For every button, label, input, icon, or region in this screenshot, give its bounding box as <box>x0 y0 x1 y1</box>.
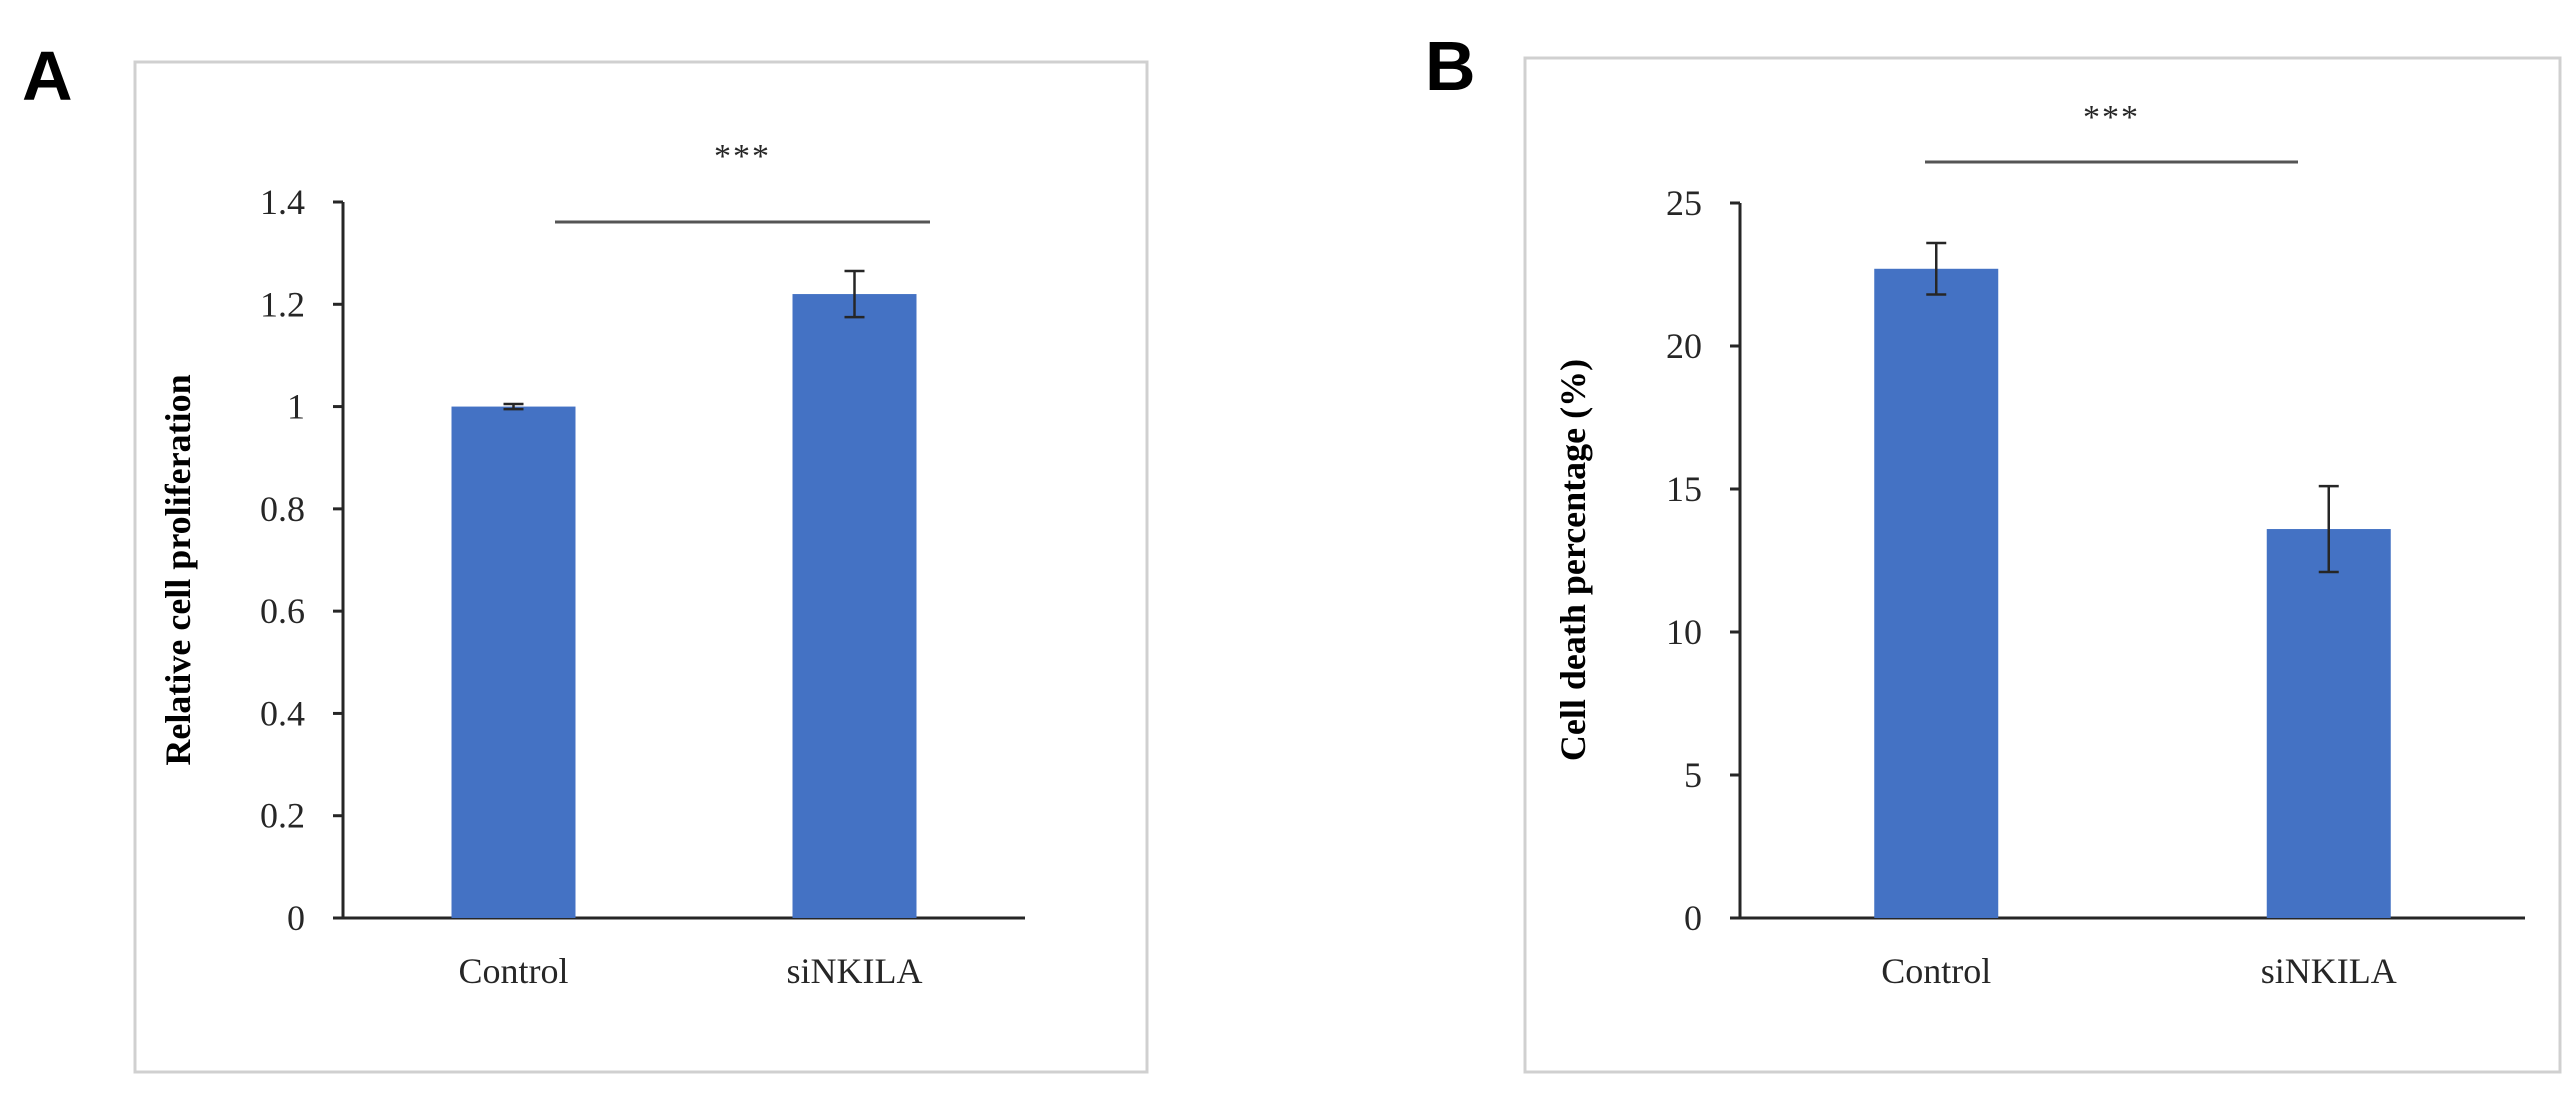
panel-b-letter: B <box>1425 27 1476 105</box>
panel-b-significance-label: *** <box>2083 99 2140 136</box>
panel-b-y-tick-label: 25 <box>1666 183 1702 223</box>
panel-b-x-tick-label: Control <box>1881 951 1991 991</box>
panel-b-y-tick-label: 5 <box>1684 755 1702 795</box>
panel-a-y-tick-label: 0.6 <box>260 591 305 631</box>
panel-a-y-tick-label: 0.4 <box>260 693 305 733</box>
panel-a-letter: A <box>22 37 73 115</box>
panel-a-significance-label: *** <box>714 138 771 175</box>
panel-b-chart: 0 5 10 15 20 25 Control siNKILA *** <box>1666 99 2525 991</box>
panel-a-bar-sinkila <box>792 294 917 918</box>
panel-b-y-tick-label: 15 <box>1666 469 1702 509</box>
panel-b-error-bar-control <box>1926 241 1947 296</box>
panel-b-y-tick-label: 20 <box>1666 326 1702 366</box>
panel-a-y-tick-label: 1.2 <box>260 284 305 324</box>
panel-a-error-bar-sinkila <box>844 269 865 319</box>
panel-a-frame <box>133 60 1149 1074</box>
panel-b-error-bar-sinkila <box>2318 484 2339 574</box>
panel-b-y-tick-label: 10 <box>1666 612 1702 652</box>
panel-a-x-tick-label: Control <box>458 951 568 991</box>
panel-a-chart: 0 0.2 0.4 0.6 0.8 1 1.2 1.4 Control siNKILA *** <box>260 138 1025 991</box>
panel-a-y-tick-label: 0 <box>287 898 305 938</box>
panel-a-bar-control <box>451 406 576 918</box>
panel-b-y-axis-title: Cell death percentage (%) <box>1553 359 1593 761</box>
panel-a-error-bar-control <box>503 402 524 411</box>
panel-b-y-tick-label: 0 <box>1684 898 1702 938</box>
panel-b-bar-sinkila <box>2266 529 2391 918</box>
panel-a-y-tick-label: 0.8 <box>260 489 305 529</box>
panel-a-y-tick-label: 0.2 <box>260 796 305 836</box>
panel-b-x-tick-label: siNKILA <box>2261 951 2397 991</box>
panel-a-y-axis-title: Relative cell proliferation <box>158 374 198 765</box>
panel-b-bar-control <box>1874 268 1999 918</box>
panel-a-x-tick-label: siNKILA <box>787 951 923 991</box>
panel-a-y-tick-label: 1 <box>287 387 305 427</box>
panel-a-y-tick-label: 1.4 <box>260 182 305 222</box>
